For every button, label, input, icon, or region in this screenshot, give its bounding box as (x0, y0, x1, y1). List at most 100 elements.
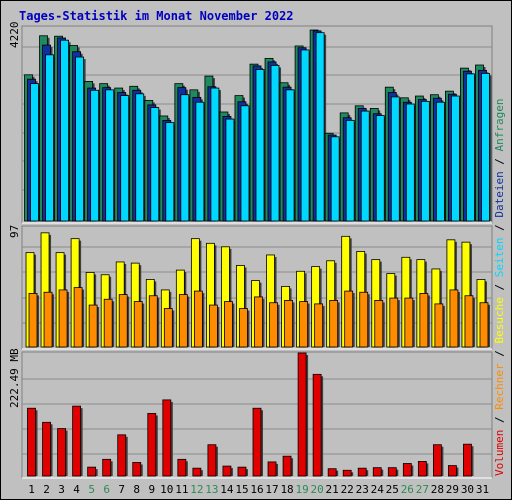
bar-rechner-day-29 (449, 289, 459, 348)
bar-seiten-day-27 (420, 100, 430, 222)
bar-rechner-day-25 (389, 297, 399, 348)
bar-volumen-day-1-shadow (35, 410, 38, 476)
bar-seiten-day-14 (225, 118, 235, 222)
x-label-day-21: 21 (326, 483, 339, 496)
bar-volumen-day-8-shadow (140, 464, 143, 476)
bar-rechner-day-13-shadow (217, 307, 220, 347)
bar-volumen-day-10-shadow (170, 401, 173, 476)
bar-volumen-day-19-shadow (306, 355, 309, 476)
bar-volumen-day-2 (42, 421, 51, 477)
bar-volumen-day-13 (207, 444, 217, 477)
bar-besuche-day-14-shadow (229, 248, 232, 347)
bar-rechner-day-31 (479, 302, 489, 348)
bar-volumen-day-25-shadow (396, 469, 399, 476)
bar-volumen-day-5-shadow (95, 469, 98, 476)
bar-rechner-day-14 (224, 301, 233, 348)
bar-volumen-day-18-shadow (291, 458, 294, 476)
bar-rechner-day-12 (193, 290, 203, 348)
bar-rechner-day-2-shadow (52, 294, 55, 347)
bar-rechner-day-9 (148, 295, 158, 348)
bar-seiten-day-19 (300, 49, 310, 222)
bar-seiten-day-30 (466, 73, 475, 222)
bar-rechner-day-16 (254, 296, 263, 348)
bar-rechner-day-15-shadow (247, 310, 250, 347)
bar-volumen-day-7-shadow (125, 436, 128, 476)
bar-volumen-day-28 (432, 444, 442, 477)
x-label-day-8: 8 (133, 483, 140, 496)
x-label-day-17: 17 (265, 483, 278, 496)
bar-rechner-day-27 (419, 293, 429, 348)
bar-volumen-day-11 (177, 458, 187, 477)
bar-rechner-day-11 (178, 294, 188, 348)
bar-rechner-day-13 (209, 304, 218, 348)
x-label-day-15: 15 (235, 483, 248, 496)
bar-volumen-day-2-shadow (50, 424, 53, 476)
legend-anfragen: Anfragen (493, 98, 506, 151)
bar-rechner-day-28-shadow (442, 305, 445, 347)
panel-bottom (21, 351, 493, 479)
x-label-day-31: 31 (476, 483, 489, 496)
bar-volumen-day-16-shadow (261, 410, 263, 476)
bar-volumen-day-26-shadow (411, 465, 414, 476)
x-axis-labels: 1 2 3 4 5 6 7 8 9 10 11 12 13 14 15 16 17 18 19 20 21 22 23 24 2… (28, 483, 489, 496)
bar-rechner-day-25-shadow (397, 300, 400, 347)
legend-besuche: Besuche (493, 297, 506, 343)
bar-volumen-day-9 (147, 413, 157, 477)
x-label-day-1: 1 (28, 483, 35, 496)
x-label-day-18: 18 (280, 483, 293, 496)
bar-rechner-day-4-shadow (82, 289, 85, 347)
x-label-day-23: 23 (356, 483, 369, 496)
x-label-day-30: 30 (461, 483, 474, 496)
bar-volumen-day-21-shadow (336, 470, 339, 476)
bar-volumen-day-14 (222, 465, 232, 477)
x-label-day-29: 29 (446, 483, 459, 496)
bar-volumen-day-19 (297, 352, 307, 477)
bar-besuche-day-17-shadow (274, 256, 277, 347)
x-label-day-11: 11 (175, 483, 188, 496)
bar-volumen-day-3-shadow (65, 430, 68, 476)
bar-besuche-day-15-shadow (244, 267, 247, 347)
bar-seiten-day-22 (345, 120, 355, 222)
bar-volumen-day-12 (192, 467, 202, 477)
bar-rechner-day-16-shadow (262, 298, 265, 347)
bar-seiten-day-20-shadow (324, 34, 327, 221)
bar-rechner-day-10-shadow (172, 310, 175, 347)
bar-rechner-day-23-shadow (367, 294, 370, 347)
bar-rechner-day-6 (103, 298, 113, 348)
panel-middle (21, 225, 493, 350)
bar-seiten-day-16 (255, 69, 265, 222)
bar-volumen-day-17-shadow (276, 463, 279, 476)
bar-volumen-day-20 (312, 373, 322, 477)
bar-rechner-day-15 (239, 308, 248, 348)
bar-rechner-day-29-shadow (457, 291, 460, 347)
x-label-day-6: 6 (103, 483, 110, 496)
bar-rechner-day-10 (163, 308, 173, 348)
bar-rechner-day-20-shadow (322, 305, 325, 347)
bar-rechner-day-12-shadow (202, 293, 205, 347)
bar-seiten-day-11 (180, 94, 190, 222)
legend-dateien: Dateien (493, 171, 506, 217)
bar-volumen-day-23 (357, 467, 367, 477)
x-label-day-25: 25 (386, 483, 399, 496)
bar-seiten-day-21 (330, 136, 340, 222)
bar-volumen-day-23-shadow (366, 470, 369, 476)
y-max-label-bottom: 222.49 MB (8, 348, 21, 408)
bar-volumen-day-29 (448, 465, 457, 477)
bar-rechner-day-19 (299, 301, 308, 348)
bar-seiten-day-31-shadow (489, 75, 492, 221)
bar-rechner-day-5 (88, 304, 98, 348)
legend-separator: / (493, 410, 506, 430)
x-label-day-5: 5 (88, 483, 95, 496)
bar-seiten-day-29 (451, 95, 460, 222)
bar-rechner-day-26 (404, 297, 414, 348)
bar-seiten-day-15 (240, 105, 250, 222)
x-label-day-3: 3 (58, 483, 65, 496)
bar-volumen-day-26 (402, 463, 412, 477)
bar-seiten-day-7 (120, 95, 130, 222)
bar-volumen-day-28-shadow (441, 446, 444, 476)
bar-rechner-day-18-shadow (292, 302, 295, 347)
bar-seiten-day-9 (150, 107, 160, 222)
legend-seiten: Seiten (493, 238, 506, 278)
